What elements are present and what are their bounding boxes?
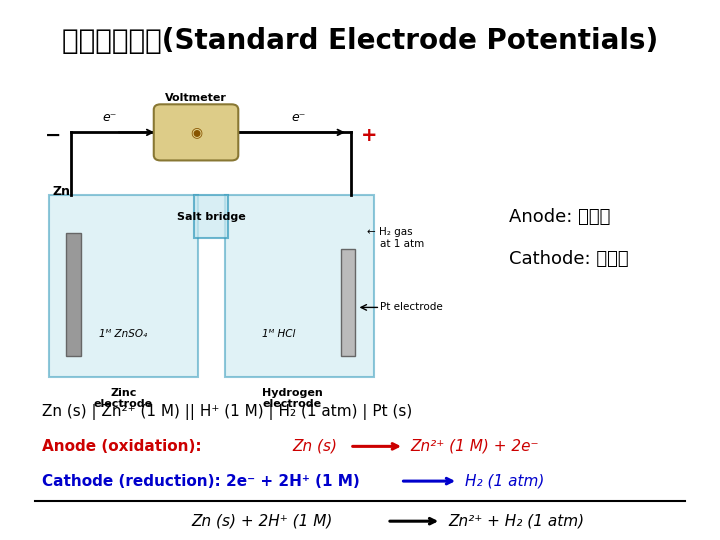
Text: −: − [45, 126, 61, 145]
Text: Zn²⁺ + H₂ (1 atm): Zn²⁺ + H₂ (1 atm) [448, 514, 584, 529]
Text: ← H₂ gas
    at 1 atm: ← H₂ gas at 1 atm [366, 227, 424, 249]
FancyBboxPatch shape [194, 195, 228, 238]
Text: e⁻: e⁻ [291, 111, 305, 124]
Text: 1ᴹ HCl: 1ᴹ HCl [262, 329, 295, 339]
Text: ◉: ◉ [190, 125, 202, 139]
Text: Voltmeter: Voltmeter [165, 93, 227, 103]
Text: Zn: Zn [53, 185, 71, 198]
Text: Zinc
electrode: Zinc electrode [94, 388, 153, 409]
Text: Zn (s) | Zn²⁺ (1 M) || H⁺ (1 M) | H₂ (1 atm) | Pt (s): Zn (s) | Zn²⁺ (1 M) || H⁺ (1 M) | H₂ (1 … [42, 403, 413, 420]
Text: Pt electrode: Pt electrode [380, 302, 443, 313]
Text: 1ᴹ ZnSO₄: 1ᴹ ZnSO₄ [99, 329, 148, 339]
Text: +: + [361, 126, 378, 145]
Text: Zn²⁺ (1 M) + 2e⁻: Zn²⁺ (1 M) + 2e⁻ [410, 439, 539, 454]
FancyBboxPatch shape [154, 104, 238, 160]
Bar [341, 248, 354, 355]
Text: 표준전극전위(Standard Electrode Potentials): 표준전극전위(Standard Electrode Potentials) [62, 27, 658, 55]
Text: Zn (s): Zn (s) [292, 439, 338, 454]
Text: H₂ (1 atm): H₂ (1 atm) [465, 474, 544, 489]
Text: Hydrogen
electrode: Hydrogen electrode [262, 388, 323, 409]
Text: Zn (s) + 2H⁺ (1 M): Zn (s) + 2H⁺ (1 M) [191, 514, 333, 529]
Text: Anode (oxidation):: Anode (oxidation): [42, 439, 202, 454]
Text: e⁻: e⁻ [102, 111, 117, 124]
Text: Salt bridge: Salt bridge [177, 212, 246, 221]
FancyBboxPatch shape [225, 195, 374, 377]
FancyBboxPatch shape [49, 195, 198, 377]
Text: Anode: 산화극: Anode: 산화극 [509, 207, 610, 226]
Bar [66, 233, 81, 355]
Text: Cathode (reduction): 2e⁻ + 2H⁺ (1 M): Cathode (reduction): 2e⁻ + 2H⁺ (1 M) [42, 474, 360, 489]
Text: Cathode: 환원극: Cathode: 환원극 [509, 251, 629, 268]
